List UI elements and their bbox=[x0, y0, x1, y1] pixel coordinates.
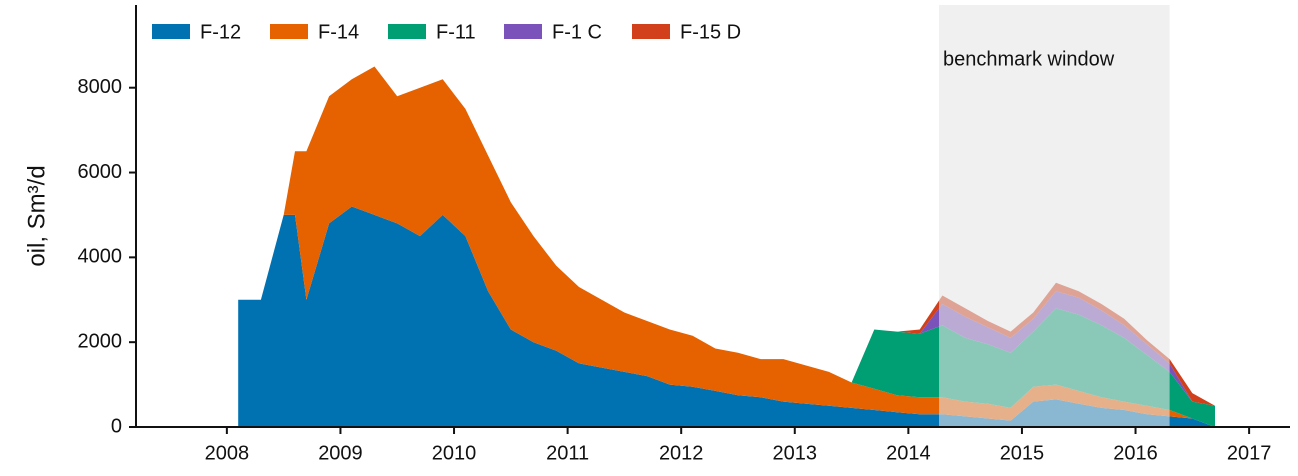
x-tick-label: 2016 bbox=[1113, 442, 1158, 464]
y-tick-label: 2000 bbox=[78, 330, 123, 352]
legend-swatch bbox=[504, 24, 542, 39]
y-tick-label: 6000 bbox=[78, 161, 123, 183]
x-tick-label: 2010 bbox=[432, 442, 477, 464]
benchmark-window bbox=[939, 5, 1170, 427]
y-tick-label: 8000 bbox=[78, 76, 123, 98]
x-tick-label: 2017 bbox=[1227, 442, 1272, 464]
area bbox=[238, 66, 1215, 427]
legend-swatch bbox=[270, 24, 308, 39]
x-tick-label: 2012 bbox=[659, 442, 704, 464]
area bbox=[238, 206, 1215, 427]
legend-label: F-15 D bbox=[680, 21, 741, 43]
x-tick-label: 2013 bbox=[773, 442, 818, 464]
x-tick-label: 2014 bbox=[886, 442, 931, 464]
legend-swatch bbox=[152, 24, 190, 39]
y-tick-label: 4000 bbox=[78, 246, 123, 268]
legend-swatch bbox=[632, 24, 670, 39]
x-tick-label: 2009 bbox=[318, 442, 363, 464]
x-tick-label: 2015 bbox=[1000, 442, 1045, 464]
y-axis-label: oil, Sm³/d bbox=[23, 165, 50, 266]
legend-label: F-1 C bbox=[552, 21, 602, 43]
x-tick-label: 2011 bbox=[546, 442, 589, 464]
legend-label: F-11 bbox=[436, 21, 476, 43]
x-tick-label: 2008 bbox=[205, 442, 250, 464]
legend-label: F-12 bbox=[200, 21, 241, 43]
y-tick-label: 0 bbox=[111, 415, 122, 437]
shaded-region-label: benchmark window bbox=[943, 48, 1115, 70]
legend-swatch bbox=[388, 24, 426, 39]
legend-label: F-14 bbox=[318, 21, 359, 43]
